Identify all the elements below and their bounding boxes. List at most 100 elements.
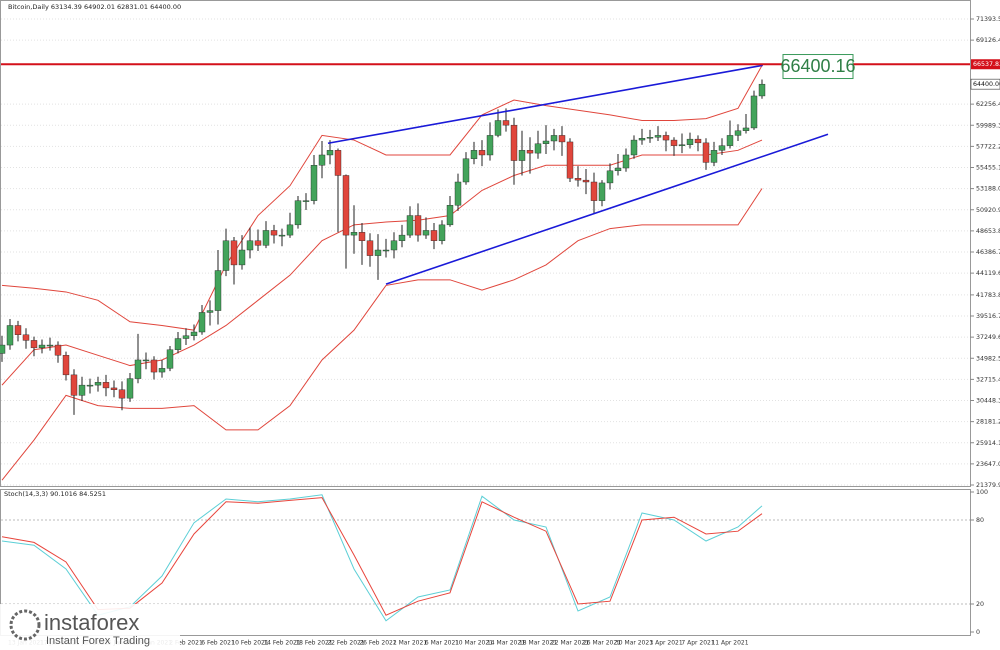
candle-body [310,165,318,201]
x-tick-label: 10 Mar 2021 [455,640,493,647]
y-tick-label: 20 [976,601,984,608]
candle-body [366,240,374,256]
candle-body [134,359,142,379]
candle-body [654,135,662,138]
candle-body [414,215,422,236]
candle-body [390,240,398,251]
candle-body [86,384,94,387]
candle-body [510,124,518,161]
candle-body [758,83,766,97]
candle-body [422,230,430,236]
candle-body [590,181,598,201]
candle-body [486,135,494,156]
logo-icon [9,609,41,641]
candle-body [694,138,702,144]
stoch-title: Stoch(14,3,3) 90.1016 84.5251 [4,490,106,498]
candle-body [726,135,734,146]
candle-body [462,158,470,183]
candle-body [238,249,246,266]
candle-body [14,325,22,336]
price-tag [970,78,1000,90]
candle-body [22,334,30,341]
x-tick-label: 2 Mar 2021 [393,640,427,647]
candle-body [582,179,590,183]
candle-body [646,137,654,139]
candle-body [326,150,334,156]
candle-body [334,150,342,176]
annotation-label: 66400.16 [780,56,855,76]
candle-body [46,344,54,347]
x-tick-label: 22 Mar 2021 [551,640,589,647]
annotation-box [782,54,854,80]
candle-body [478,150,486,156]
candle-body [494,120,502,136]
y-tick-label: 25914.10 [976,440,1000,447]
y-tick-label: 37249.60 [976,334,1000,341]
candle-body [214,270,222,311]
candle-body [174,338,182,350]
candle-body [0,344,6,354]
y-tick-label: 41783.80 [976,292,1000,299]
main-pane-frame [0,0,971,487]
y-tick-label: 55455.10 [976,165,1000,172]
y-tick-label: 100 [976,489,988,496]
x-tick-label: 14 Feb 2021 [263,640,301,647]
y-tick-label: 57722.20 [976,143,1000,150]
x-tick-label: 6 Mar 2021 [425,640,459,647]
candle-body [454,181,462,206]
candle-body [398,234,406,241]
candle-body [54,344,62,356]
candle-body [630,139,638,156]
candle-body [302,200,310,202]
candle-body [158,368,166,373]
candle-body [558,135,566,143]
candle-body [262,230,270,246]
y-tick-label: 34982.50 [976,355,1000,362]
candle-body [270,230,278,236]
candle-body [102,382,110,389]
candle-body [678,144,686,146]
y-tick-label: 30448.30 [976,398,1000,405]
y-tick-label: 50920.90 [976,207,1000,214]
candle-body [246,240,254,251]
y-tick-label: 21379.90 [976,482,1000,489]
bollinger-band [1,65,763,331]
y-tick-label: 80 [976,517,984,524]
candle-body [94,382,102,386]
candle-body [574,178,582,181]
trend-line [385,133,829,285]
y-tick-label: 46386.70 [976,249,1000,256]
candle-body [358,232,366,241]
brand: instaforex [44,610,139,635]
candle-body [382,249,390,252]
candle-body [70,374,78,396]
y-tick-label: 0 [976,629,980,636]
chart-title: Bitcoin,Daily 63134.39 64902.01 62831.01… [8,3,181,11]
x-tick-label: 18 Mar 2021 [519,640,557,647]
y-tick-label: 69126.40 [976,37,1000,44]
y-tick-label: 28181.20 [976,419,1000,426]
x-tick-label: 18 Feb 2021 [295,640,333,647]
x-tick-label: 26 Mar 2021 [583,640,621,647]
candle-body [230,240,238,266]
x-tick-label: 30 Mar 2021 [615,640,653,647]
candle-body [278,234,286,237]
candle-body [734,130,742,136]
candle-body [318,154,326,166]
x-tick-label: 6 Feb 2021 [201,640,235,647]
candle-body [78,384,86,396]
bollinger-band [1,188,763,481]
candle-body [198,312,206,333]
trend-line [327,64,763,145]
candle-body [718,145,726,151]
candle-body [406,215,414,236]
resistance-tag-label: 66537.83 [973,61,1000,68]
candle-body [622,154,630,169]
x-tick-label: 14 Mar 2021 [487,640,525,647]
bollinger-band [1,139,763,386]
y-tick-label: 44119.60 [976,270,1000,277]
y-tick-label: 62256.40 [976,101,1000,108]
y-tick-label: 23647.00 [976,461,1000,468]
